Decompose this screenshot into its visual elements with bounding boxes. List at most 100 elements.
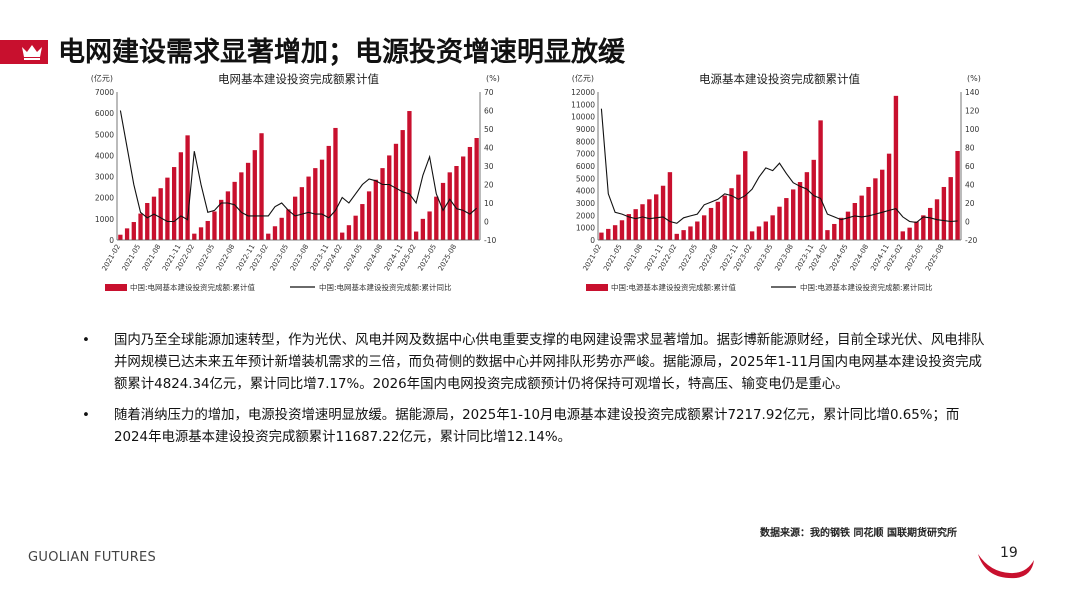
bar <box>681 230 686 240</box>
bar <box>619 220 625 240</box>
bar <box>165 177 170 240</box>
bar <box>873 178 878 240</box>
bar <box>286 209 291 240</box>
bar <box>326 145 331 240</box>
bar <box>400 130 405 240</box>
x-tick-label: 2023-05 <box>269 243 291 272</box>
bar <box>387 155 392 240</box>
bullet-list: • 国内乃至全球能源加速转型，作为光伏、风电并网及数据中心供电重要支撑的电网建设… <box>82 330 987 458</box>
bar <box>818 120 823 240</box>
y-tick-label: 12000 <box>571 88 595 97</box>
bar <box>353 215 358 240</box>
bullet-dot: • <box>82 408 90 423</box>
bar <box>599 232 604 240</box>
bar <box>434 196 439 240</box>
bar <box>941 186 947 240</box>
bar <box>797 182 803 240</box>
bar <box>804 172 810 240</box>
x-tick-label: 2025-05 <box>903 243 925 272</box>
y-tick-label: 0 <box>109 236 114 245</box>
bar <box>736 174 741 240</box>
bar <box>212 211 217 240</box>
y-tick-label: 4000 <box>95 151 114 160</box>
y2-tick-label: 60 <box>484 107 494 116</box>
bar <box>770 215 775 240</box>
x-tick-label: 2024-08 <box>363 243 385 272</box>
bar <box>447 172 452 240</box>
power-source-investment-chart: 电源基本建设投资完成额累计值(亿元) (%)0100020003000400050… <box>571 72 981 292</box>
y2-tick-label: 140 <box>965 88 980 97</box>
y-tick-label: 7000 <box>95 88 114 97</box>
bar <box>791 189 796 240</box>
yoy-line <box>600 108 958 224</box>
bar <box>852 203 858 240</box>
bar <box>158 188 163 240</box>
y-tick-label: 10000 <box>571 113 595 122</box>
bar <box>927 207 933 240</box>
x-tick-label: 2023-05 <box>753 243 775 272</box>
bar <box>907 227 912 240</box>
bar <box>232 181 237 240</box>
bar <box>225 191 231 240</box>
y-tick-label: 1000 <box>576 224 595 233</box>
bar <box>252 150 257 240</box>
bar <box>667 172 673 240</box>
legend-bar-label: 中国:电网基本建设投资完成额:累计值 <box>130 282 256 292</box>
y2-tick-label: 40 <box>484 144 494 153</box>
bar <box>626 214 632 240</box>
y-tick-label: 1000 <box>95 215 114 224</box>
y2-tick-label: 0 <box>965 218 970 227</box>
bar <box>866 186 871 240</box>
bar <box>366 191 372 240</box>
y-tick-label: 2000 <box>95 194 114 203</box>
bar <box>380 168 385 240</box>
y-tick-label: 11000 <box>571 100 595 109</box>
bar <box>454 166 459 240</box>
bar <box>886 153 892 240</box>
bullet-item-1: • 国内乃至全球能源加速转型，作为光伏、风电并网及数据中心供电重要支撑的电网建设… <box>82 330 987 396</box>
bar <box>219 199 224 240</box>
y-tick-label: 5000 <box>576 174 595 183</box>
bar <box>124 228 130 240</box>
bar <box>756 226 762 240</box>
x-tick-label: 2022-08 <box>698 243 720 272</box>
bar <box>825 230 830 240</box>
y-tick-label: 2000 <box>576 211 595 220</box>
bar <box>811 159 816 240</box>
x-tick-label: 2021-05 <box>121 243 143 272</box>
y-tick-label: 7000 <box>576 150 595 159</box>
legend-bar-swatch <box>105 284 127 291</box>
bar <box>360 204 365 240</box>
bar <box>715 201 721 240</box>
bar <box>461 156 466 240</box>
x-tick-label: 2023-08 <box>289 243 311 272</box>
y-tick-label: 0 <box>590 236 595 245</box>
bar <box>407 111 412 241</box>
legend-line-label: 中国:电网基本建设投资完成额:累计同比 <box>319 282 452 292</box>
y2-tick-label: 20 <box>484 181 494 190</box>
page-number: 19 <box>1000 545 1018 561</box>
bar <box>474 137 479 240</box>
bullet-dot: • <box>82 333 90 348</box>
bar <box>192 233 197 240</box>
x-tick-label: 2024-08 <box>849 243 871 272</box>
bar <box>313 168 318 240</box>
y2-tick-label: -10 <box>484 236 496 245</box>
right-axis-unit: (%) <box>486 74 500 83</box>
y-tick-label: 3000 <box>95 173 114 182</box>
bar <box>145 203 150 240</box>
bar <box>900 231 905 240</box>
x-tick-label: 2021-02 <box>101 243 123 272</box>
y-tick-label: 5000 <box>95 130 114 139</box>
bar <box>893 95 899 240</box>
bar <box>306 176 311 240</box>
bar <box>205 220 210 240</box>
bar <box>239 172 244 240</box>
chart-title: 电网基本建设投资完成额累计值 <box>218 72 379 86</box>
x-tick-label: 2024-05 <box>828 243 850 272</box>
data-source: 数据来源：我的钢铁 同花顺 国联期货研究所 <box>760 528 957 539</box>
bar <box>245 162 251 240</box>
y-tick-label: 8000 <box>576 137 595 146</box>
yoy-line <box>119 110 477 223</box>
y2-tick-label: -20 <box>965 236 977 245</box>
